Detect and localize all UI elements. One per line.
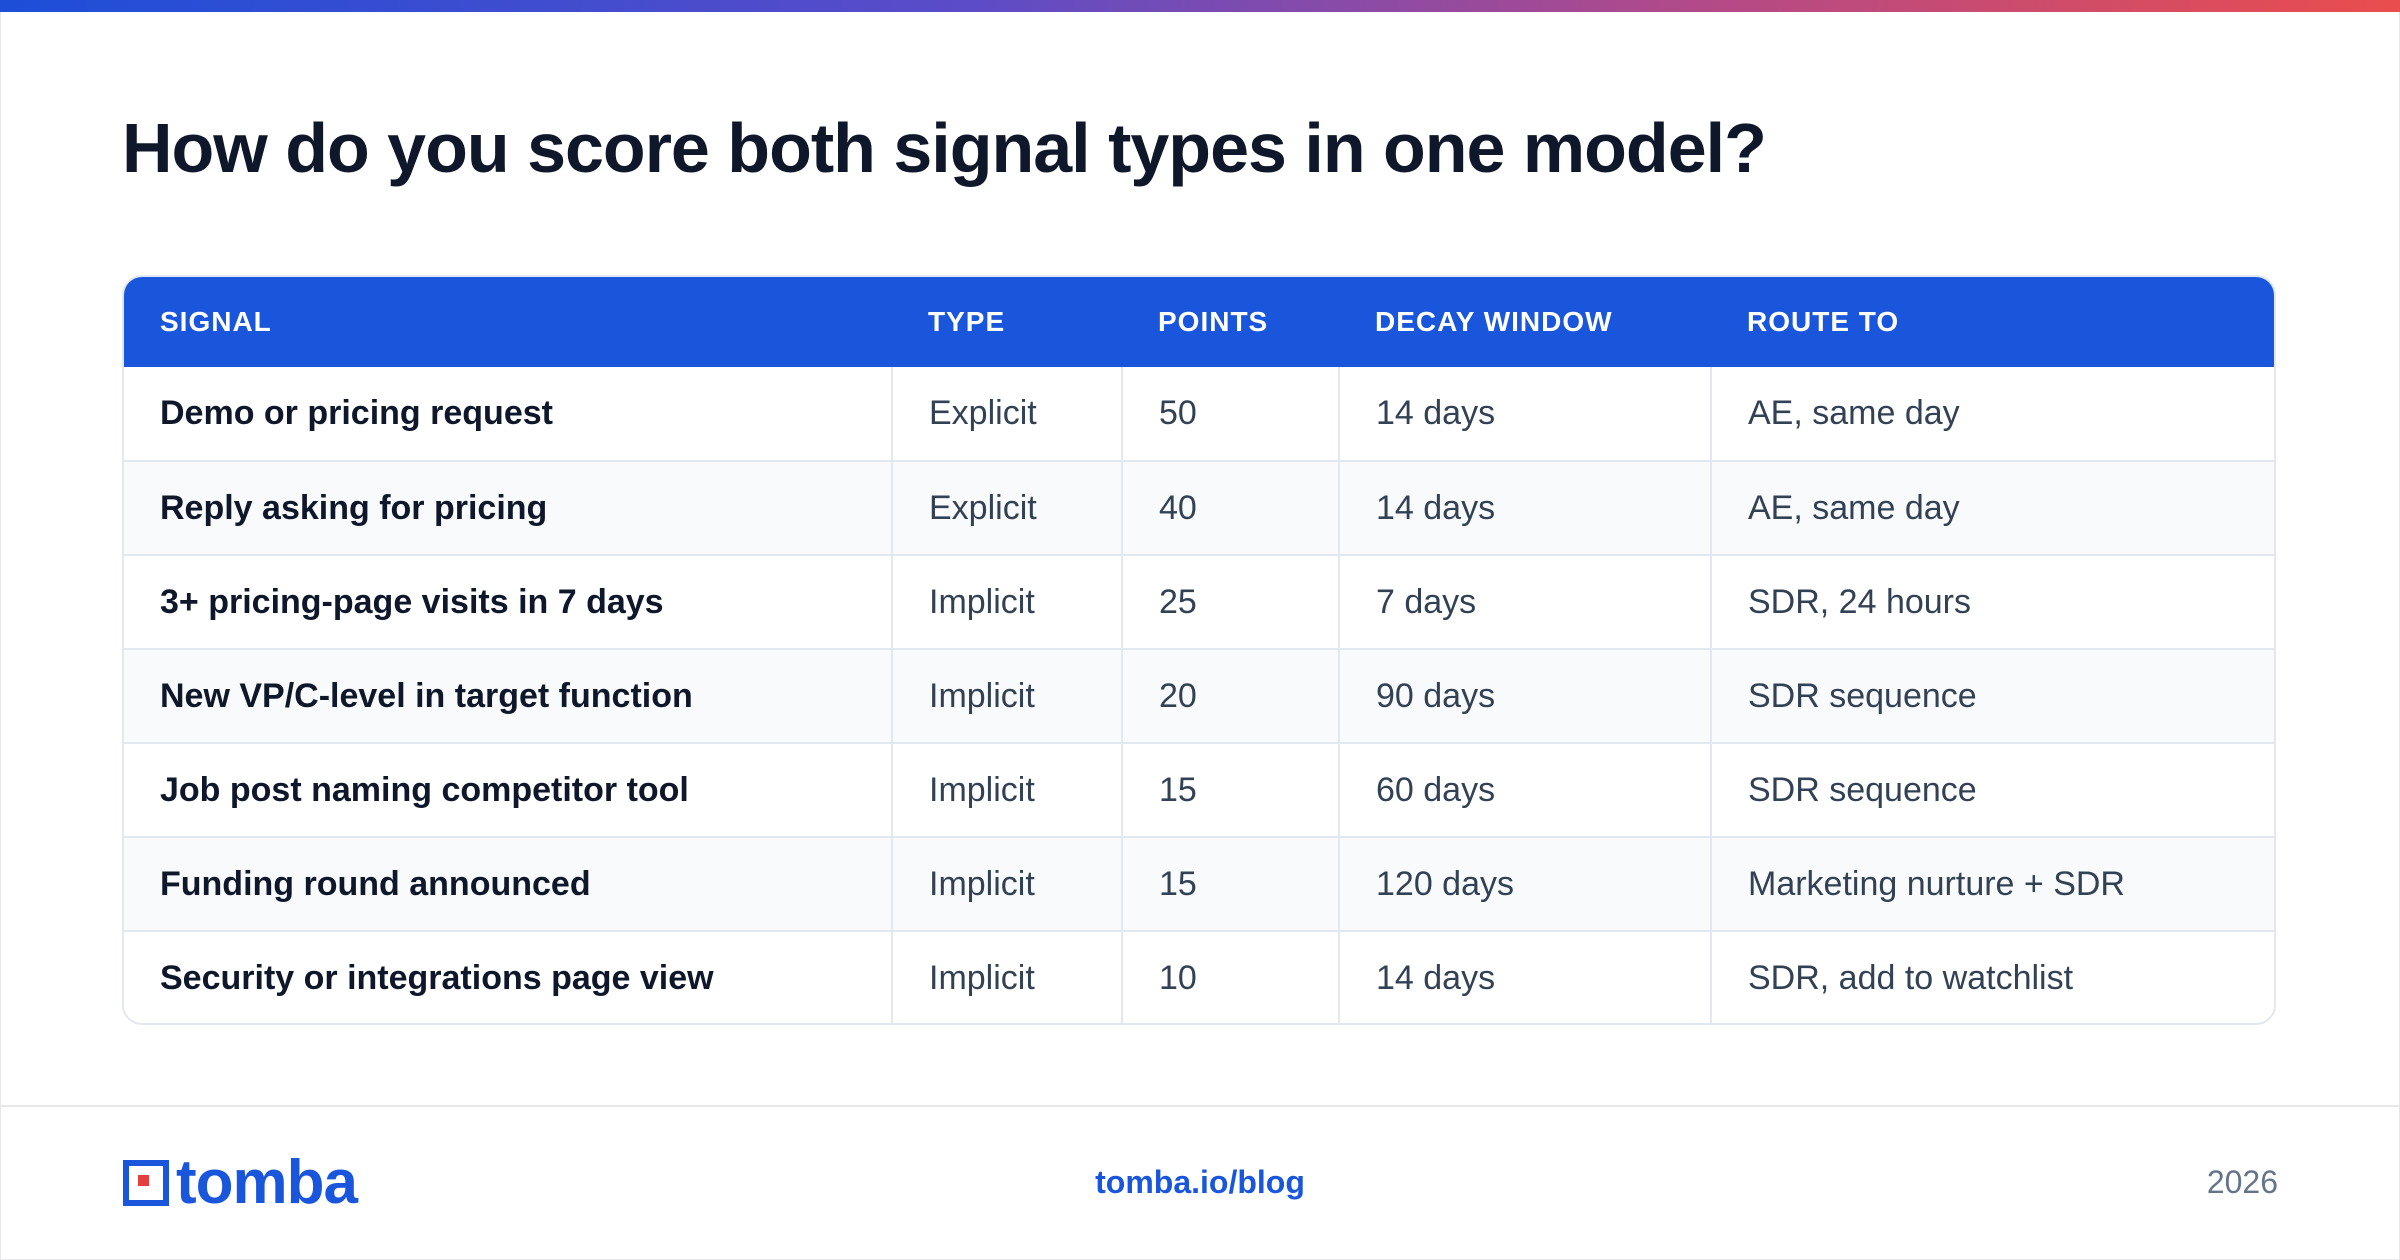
footer-blog-link[interactable]: tomba.io/blog [1095,1164,1305,1200]
cell-route-to: SDR, 24 hours [1710,554,2274,649]
cell-type: Implicit [891,742,1122,837]
cell-signal: Job post naming competitor tool [124,742,892,837]
cell-type: Implicit [891,554,1122,649]
cell-route-to: SDR sequence [1710,648,2274,743]
cell-route-to: AE, same day [1710,367,2274,461]
cell-signal: New VP/C-level in target function [124,648,892,743]
table-row: New VP/C-level in target function Implic… [124,648,2274,743]
cell-signal: Funding round announced [124,836,892,931]
cell-points: 25 [1121,554,1339,649]
cell-decay-window: 14 days [1338,367,1711,461]
table-row: Security or integrations page view Impli… [124,930,2274,1023]
cell-points: 50 [1121,367,1339,461]
table-row: Funding round announced Implicit 15 120 … [124,836,2274,931]
table-row: Demo or pricing request Explicit 50 14 d… [124,367,2274,461]
footer-year: 2026 [2206,1164,2278,1200]
cell-signal: 3+ pricing-page visits in 7 days [124,554,892,649]
cell-route-to: SDR, add to watchlist [1710,930,2274,1023]
cell-route-to: AE, same day [1710,460,2274,555]
cell-type: Implicit [891,836,1122,931]
scoring-table-container: SIGNAL TYPE POINTS DECAY WINDOW ROUTE TO… [122,275,2276,1025]
cell-points: 15 [1121,742,1339,837]
scoring-table: SIGNAL TYPE POINTS DECAY WINDOW ROUTE TO… [124,277,2274,1023]
table-row: Reply asking for pricing Explicit 40 14 … [124,460,2274,555]
header-type: TYPE [928,306,1006,337]
footer-divider [0,1105,2400,1107]
header-decay-window: DECAY WINDOW [1375,306,1613,337]
header-route-to: ROUTE TO [1747,306,1900,337]
page-title: How do you score both signal types in on… [122,109,1767,187]
cell-decay-window: 60 days [1338,742,1711,837]
cell-signal: Reply asking for pricing [124,460,892,555]
cell-decay-window: 90 days [1338,648,1711,743]
cell-points: 15 [1121,836,1339,931]
header-points: POINTS [1158,306,1269,337]
cell-type: Explicit [891,460,1122,555]
cell-route-to: SDR sequence [1710,742,2274,837]
tomba-logo-mark-icon [123,1160,169,1206]
cell-type: Implicit [891,648,1122,743]
cell-decay-window: 120 days [1338,836,1711,931]
cell-decay-window: 7 days [1338,554,1711,649]
cell-points: 40 [1121,460,1339,555]
table-row: Job post naming competitor tool Implicit… [124,742,2274,837]
top-gradient-bar [0,0,2400,12]
cell-decay-window: 14 days [1338,460,1711,555]
logo-wordmark: tomba [176,1148,358,1217]
cell-decay-window: 14 days [1338,930,1711,1023]
header-signal: SIGNAL [160,306,272,337]
cell-route-to: Marketing nurture + SDR [1710,836,2274,931]
table-header-row: SIGNAL TYPE POINTS DECAY WINDOW ROUTE TO [124,277,2274,367]
cell-type: Explicit [891,367,1122,461]
cell-signal: Demo or pricing request [160,394,553,432]
cell-signal: Security or integrations page view [124,930,892,1023]
table-row: 3+ pricing-page visits in 7 days Implici… [124,554,2274,649]
tomba-logo: tomba [122,1148,358,1217]
cell-points: 10 [1121,930,1339,1023]
cell-points: 20 [1121,648,1339,743]
cell-type: Implicit [891,930,1122,1023]
